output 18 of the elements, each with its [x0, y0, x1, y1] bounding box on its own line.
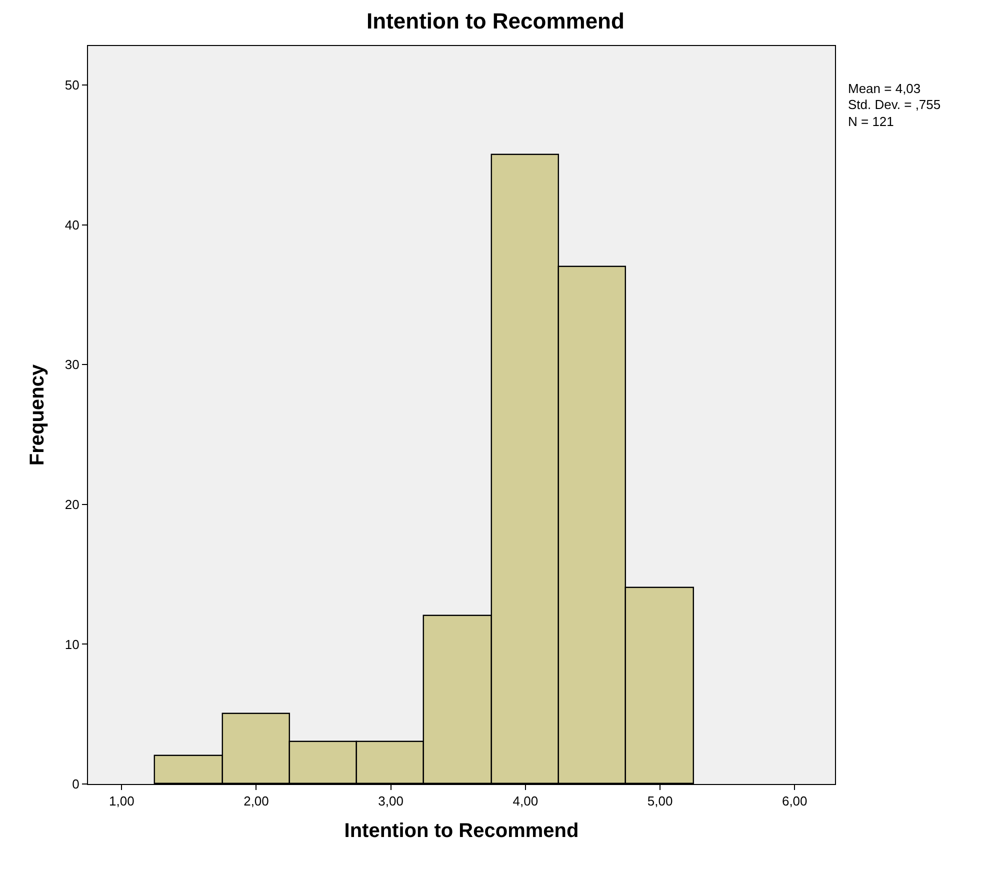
- x-tick-label: 3,00: [378, 794, 404, 809]
- y-tick-label: 40: [64, 217, 80, 232]
- x-tick-label: 5,00: [647, 794, 673, 809]
- y-tick-label: 50: [64, 78, 80, 93]
- x-tick-label: 6,00: [782, 794, 808, 809]
- x-axis-title: Intention to Recommend: [344, 820, 579, 842]
- y-tick-label: 20: [64, 497, 80, 512]
- x-tick-label: 1,00: [108, 794, 134, 809]
- text: Mean = 4,03: [848, 81, 921, 96]
- text: Std. Dev. = ,755: [848, 97, 941, 112]
- y-tick-label: 0: [72, 776, 80, 792]
- text: N = 121: [848, 114, 894, 129]
- y-tick-label: 10: [64, 636, 80, 652]
- chart-title: Intention to Recommend: [366, 8, 624, 34]
- y-axis-title: Frequency: [26, 364, 48, 466]
- y-tick-label: 30: [64, 357, 80, 372]
- x-tick-label: 2,00: [244, 794, 269, 809]
- x-tick-label: 4,00: [512, 794, 538, 809]
